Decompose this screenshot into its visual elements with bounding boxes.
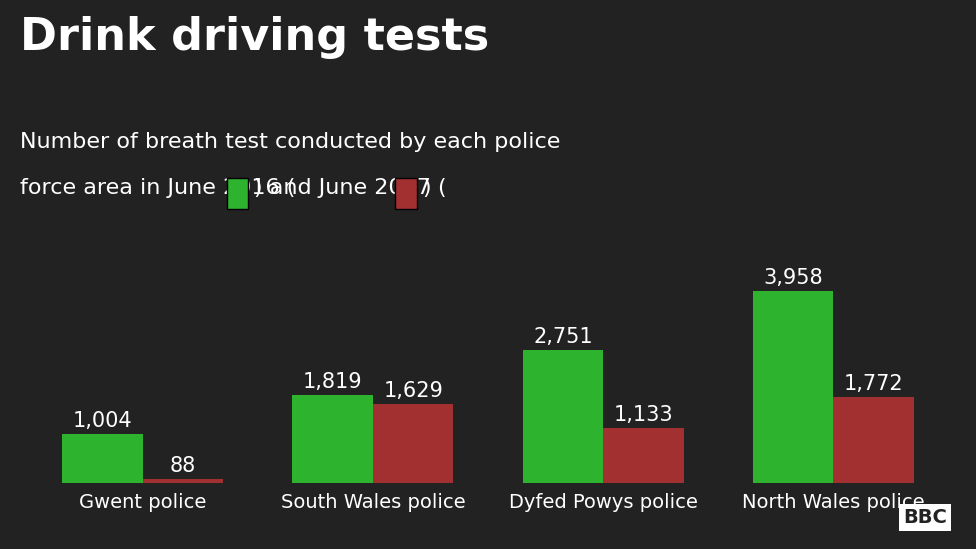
Text: BBC: BBC: [903, 508, 947, 527]
Text: Drink driving tests: Drink driving tests: [20, 16, 489, 59]
Text: 1,133: 1,133: [614, 405, 673, 425]
Bar: [834, 397, 914, 483]
Text: 1,772: 1,772: [844, 374, 904, 394]
Text: ): ): [423, 178, 431, 198]
Text: 1,629: 1,629: [384, 381, 443, 401]
Bar: [603, 428, 683, 483]
Text: 1,004: 1,004: [72, 412, 132, 432]
Bar: [293, 395, 373, 483]
Text: 1,819: 1,819: [303, 372, 362, 392]
Text: 3,958: 3,958: [763, 268, 823, 288]
Bar: [373, 404, 454, 483]
Text: Number of breath test conducted by each police: Number of breath test conducted by each …: [20, 132, 560, 152]
Bar: [62, 434, 142, 483]
Bar: [142, 479, 224, 483]
Text: 2,751: 2,751: [533, 327, 592, 347]
Text: ) and June 2017 (: ) and June 2017 (: [254, 178, 447, 198]
Bar: [752, 291, 834, 483]
Text: 88: 88: [170, 456, 196, 476]
Bar: [522, 350, 603, 483]
Text: force area in June 2016 (: force area in June 2016 (: [20, 178, 295, 198]
